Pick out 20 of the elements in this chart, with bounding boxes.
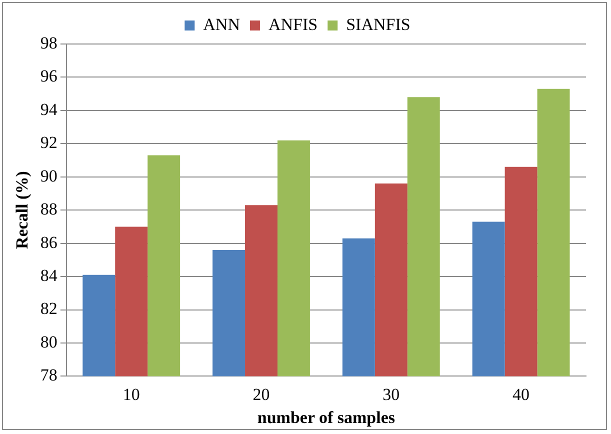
legend-label: SIANFIS <box>346 14 410 34</box>
x-tick-label: 40 <box>512 384 530 404</box>
legend-label: ANN <box>203 14 240 34</box>
y-tick-label: 92 <box>40 133 58 152</box>
y-tick-label: 90 <box>40 166 58 186</box>
x-tick-label: 30 <box>382 384 400 404</box>
y-tick-label: 84 <box>40 266 58 286</box>
y-tick-label: 98 <box>40 33 58 52</box>
y-tick-label: 80 <box>40 332 58 352</box>
y-tick-label: 78 <box>40 366 58 385</box>
y-axis-title: Recall (%) <box>12 171 32 250</box>
x-tick-label: 10 <box>122 384 140 404</box>
y-tick-label: 86 <box>40 232 58 252</box>
y-tick-label: 82 <box>40 299 58 318</box>
legend-label: ANFIS <box>268 14 318 34</box>
y-tick-label: 96 <box>40 66 58 86</box>
y-tick-label: 94 <box>40 100 58 119</box>
x-axis-title: number of samples <box>257 408 396 428</box>
x-tick-label: 20 <box>252 384 270 404</box>
y-tick-label: 88 <box>40 200 58 219</box>
